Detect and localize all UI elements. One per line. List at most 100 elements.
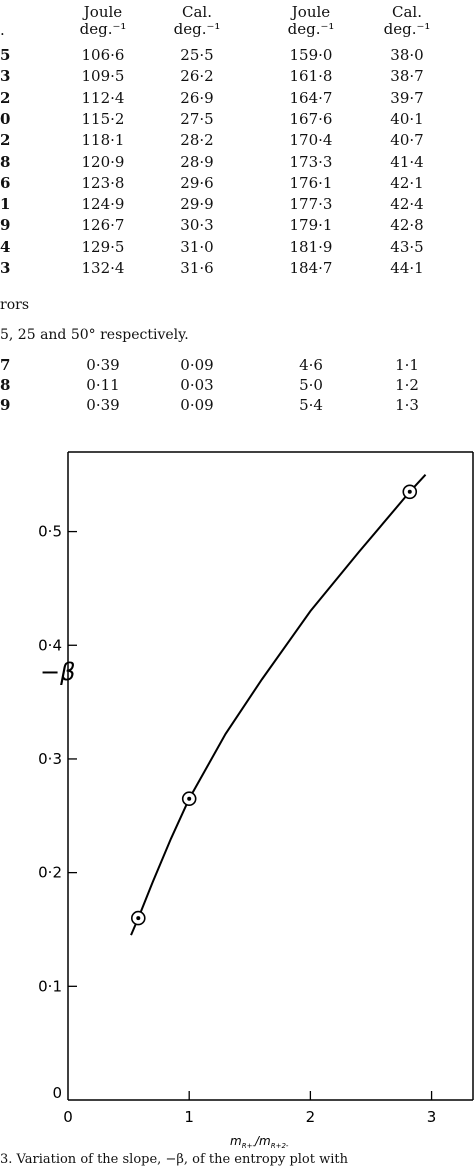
error-cell-c3: 5·4 bbox=[299, 396, 323, 414]
table-cell-c4: 38·7 bbox=[390, 67, 424, 86]
table-cell-c4: 43·5 bbox=[390, 237, 424, 256]
table-cell-c3: 177·3 bbox=[289, 195, 333, 214]
header-col-2-sub: deg.⁻¹ bbox=[173, 20, 221, 38]
table-cell-left: 1 bbox=[0, 195, 11, 214]
table-cell-left: 9 bbox=[0, 216, 11, 235]
data-point bbox=[130, 910, 146, 926]
header-col-3-sub: deg.⁻¹ bbox=[287, 20, 335, 38]
data-point-dot bbox=[136, 916, 141, 921]
table-cell-c2: 27·5 bbox=[180, 109, 214, 128]
x-tick-label: 0 bbox=[63, 1108, 73, 1126]
table-cell-left: 2 bbox=[0, 88, 11, 107]
series-line bbox=[130, 474, 427, 936]
header-col-1: Joule deg.⁻¹ bbox=[58, 4, 148, 38]
error-cell-c2: 0·09 bbox=[180, 356, 214, 374]
table-cell-c1: 129·5 bbox=[81, 237, 125, 256]
data-point-dot bbox=[187, 796, 192, 801]
error-cell-c1: 0·39 bbox=[86, 356, 120, 374]
table-cell-left: 4 bbox=[0, 237, 11, 256]
x-axis-label-sub1: R+- bbox=[242, 1142, 256, 1150]
error-cell-c2: 0·09 bbox=[180, 396, 214, 414]
errors-note: 5, 25 and 50° respectively. bbox=[0, 327, 189, 343]
header-col-3: Joule deg.⁻¹ bbox=[266, 4, 356, 38]
table-cell-left: 5 bbox=[0, 46, 11, 64]
table-cell-left: 3 bbox=[0, 67, 11, 86]
y-axis-label: −β bbox=[40, 658, 75, 686]
table-cell-c1: 118·1 bbox=[81, 131, 125, 150]
x-axis-label: mR+-/mR+2- bbox=[230, 1134, 289, 1150]
table-cell-c4: 40·1 bbox=[390, 109, 424, 128]
y-tick-label: 0·5 bbox=[38, 523, 62, 541]
table-cell-c4: 38·0 bbox=[390, 46, 424, 64]
x-axis-label-sep: / bbox=[254, 1134, 261, 1148]
table-cell-c1: 109·5 bbox=[81, 67, 125, 86]
table-cell-c2: 28·2 bbox=[180, 131, 214, 150]
figure-caption: 3. Variation of the slope, −β, of the en… bbox=[0, 1152, 348, 1167]
table-cell-c1: 120·9 bbox=[81, 152, 125, 171]
error-cell-c4: 1·3 bbox=[395, 396, 419, 414]
table-cell-c4: 39·7 bbox=[390, 88, 424, 107]
table-cell-left: 8 bbox=[0, 152, 11, 171]
table-cell-c2: 31·0 bbox=[180, 237, 214, 256]
table-cell-c3: 181·9 bbox=[289, 237, 333, 256]
table-cell-c1: 132·4 bbox=[81, 259, 125, 277]
table-cell-left: 3 bbox=[0, 259, 11, 277]
table-cell-c3: 179·1 bbox=[289, 216, 333, 235]
table-cell-c1: 126·7 bbox=[81, 216, 125, 235]
table-cell-left: 0 bbox=[0, 109, 11, 128]
table-cell-c2: 29·6 bbox=[180, 173, 214, 192]
table-cell-c1: 115·2 bbox=[81, 109, 125, 128]
error-cell-c4: 1·2 bbox=[395, 376, 419, 394]
header-col-4-sub: deg.⁻¹ bbox=[383, 20, 431, 38]
error-cell-c3: 5·0 bbox=[299, 376, 323, 394]
header-col-2: Cal. deg.⁻¹ bbox=[152, 4, 242, 38]
y-tick-label: 0·3 bbox=[38, 750, 62, 768]
error-cell-left: 8 bbox=[0, 376, 11, 394]
table-cell-c2: 31·6 bbox=[180, 259, 214, 277]
header-col-4: Cal. deg.⁻¹ bbox=[362, 4, 452, 38]
table-cell-c3: 170·4 bbox=[289, 131, 333, 150]
table-cell-c2: 30·3 bbox=[180, 216, 214, 235]
error-cell-c1: 0·39 bbox=[86, 396, 120, 414]
error-cell-c2: 0·03 bbox=[180, 376, 214, 394]
header-col-3-unit: Joule bbox=[291, 3, 331, 21]
data-point bbox=[402, 484, 418, 500]
table-cell-c3: 173·3 bbox=[289, 152, 333, 171]
x-tick-label: 3 bbox=[427, 1108, 437, 1126]
table-cell-left: 2 bbox=[0, 131, 11, 150]
header-col-1-unit: Joule bbox=[83, 3, 123, 21]
table-cell-c1: 123·8 bbox=[81, 173, 125, 192]
table-cell-c3: 176·1 bbox=[289, 173, 333, 192]
table-cell-c4: 42·8 bbox=[390, 216, 424, 235]
table-cell-c4: 44·1 bbox=[390, 259, 424, 277]
table-cell-c3: 161·8 bbox=[289, 67, 333, 86]
x-tick-label: 2 bbox=[306, 1108, 316, 1126]
table-cell-left: 6 bbox=[0, 173, 11, 192]
table-cell-c2: 29·9 bbox=[180, 195, 214, 214]
table-cell-c3: 167·6 bbox=[289, 109, 333, 128]
error-cell-c3: 4·6 bbox=[299, 356, 323, 374]
error-cell-left: 7 bbox=[0, 356, 11, 374]
table-cell-c4: 42·4 bbox=[390, 195, 424, 214]
table-cell-c2: 26·2 bbox=[180, 67, 214, 86]
x-axis-label-m2: m bbox=[259, 1134, 271, 1148]
table-cell-c1: 112·4 bbox=[81, 88, 125, 107]
table-cell-c1: 106·6 bbox=[81, 46, 125, 64]
header-col-2-unit: Cal. bbox=[182, 3, 212, 21]
y-tick-label: 0·4 bbox=[38, 636, 62, 654]
table-cell-c3: 164·7 bbox=[289, 88, 333, 107]
header-col-4-unit: Cal. bbox=[392, 3, 422, 21]
table-cell-c3: 184·7 bbox=[289, 259, 333, 277]
data-point-dot bbox=[407, 489, 412, 494]
table-cell-c1: 124·9 bbox=[81, 195, 125, 214]
errors-label: rors bbox=[0, 297, 29, 313]
table-cell-c2: 26·9 bbox=[180, 88, 214, 107]
y-tick-label: 0·2 bbox=[38, 864, 62, 882]
error-cell-c1: 0·11 bbox=[86, 376, 120, 394]
table-cell-c4: 41·4 bbox=[390, 152, 424, 171]
x-axis-label-m1: m bbox=[230, 1134, 242, 1148]
table-cell-c4: 42·1 bbox=[390, 173, 424, 192]
table-cell-c2: 25·5 bbox=[180, 46, 214, 64]
x-axis-label-sub2: R+2- bbox=[271, 1142, 289, 1150]
